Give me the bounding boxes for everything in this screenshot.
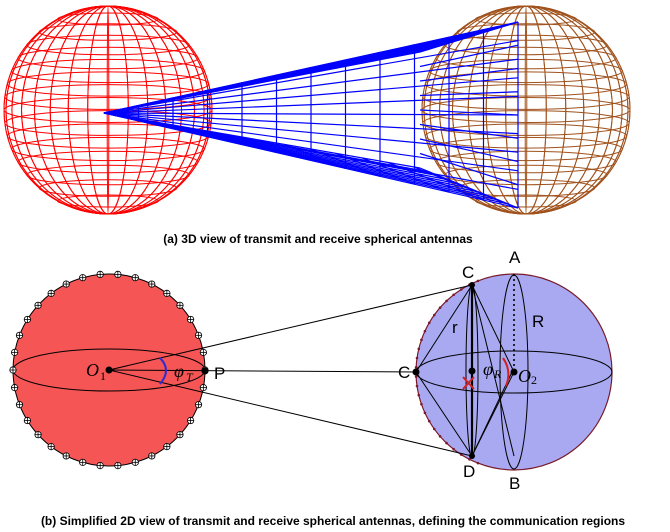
point-p [201,367,209,375]
label-r-small: r [452,318,458,337]
caption-b: (b) Simplified 2D view of transmit and r… [41,514,625,528]
label-phi-r: φ [483,359,493,379]
point-c-top [469,282,475,288]
point-d [469,453,475,459]
point-center-cap [468,367,476,375]
label-o2-sub: 2 [531,373,537,387]
panel-b-2d-view: O 1 φ T P C φ R O 2 C A r R D B (b) Simp… [9,248,625,528]
phi-r-angle-arc [502,357,510,387]
label-a: A [509,248,521,267]
beam-cone-wireframe [103,21,519,209]
transmit-element-markers [9,270,209,470]
label-b: B [509,474,520,493]
points [105,282,518,459]
cross-marker [462,376,475,390]
label-p: P [214,364,225,383]
panel-a-3d-view: (a) 3D view of transmit and receive sphe… [3,5,631,246]
label-c-left: C [398,363,410,382]
label-r-big: R [532,312,544,331]
label-o1-sub: 1 [100,369,106,383]
label-phi-r-sub: R [493,367,502,381]
label-c-top: C [462,263,474,282]
point-c-left [412,368,420,376]
point-o2 [510,368,518,376]
label-d: D [463,462,475,481]
label-o1: O [86,360,99,380]
receive-element-dots [414,279,480,465]
label-phi-t-sub: T [186,370,194,384]
label-o2: O [518,366,531,386]
phi-t-angle-arc [159,357,167,385]
caption-a: (a) 3D view of transmit and receive sphe… [163,232,473,246]
label-phi-t: φ [174,361,184,381]
point-o1 [105,366,113,374]
